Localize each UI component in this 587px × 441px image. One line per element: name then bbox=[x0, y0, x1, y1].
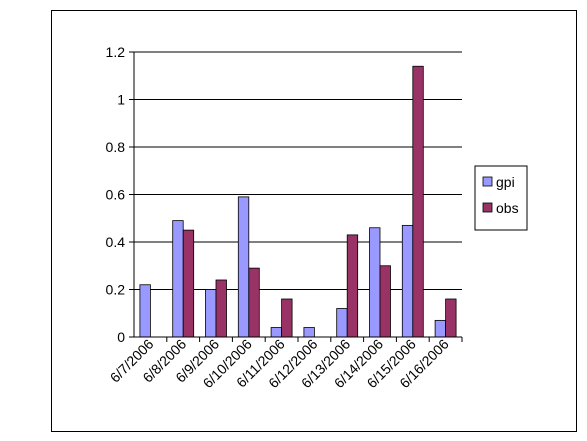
y-tick-label: 1.2 bbox=[106, 44, 126, 60]
bar-obs bbox=[412, 65, 424, 338]
bar-gpi bbox=[270, 327, 283, 338]
legend-swatch-gpi bbox=[482, 176, 493, 187]
bar-chart: 0 0.2 0.4 0.6 0.8 1 1.2 6/7/20066/8/20066/9/20… bbox=[106, 44, 528, 392]
bar-gpi bbox=[401, 224, 414, 338]
y-tick-label: 0.4 bbox=[106, 234, 126, 250]
bar-obs bbox=[281, 298, 293, 338]
axes bbox=[129, 51, 463, 342]
bar-gpi bbox=[369, 227, 381, 338]
bar-obs bbox=[445, 298, 457, 338]
legend-label-obs: obs bbox=[496, 200, 519, 216]
bar-obs bbox=[379, 265, 391, 338]
bar-gpi bbox=[434, 319, 447, 338]
legend-label-gpi: gpi bbox=[496, 174, 515, 190]
chart-frame: 0 0.2 0.4 0.6 0.8 1 1.2 6/7/2006 6/8/2006 6/9/20… bbox=[51, 10, 577, 432]
bar-series bbox=[139, 65, 457, 338]
bar-obs bbox=[248, 267, 260, 338]
y-tick-label: 0.6 bbox=[106, 187, 126, 203]
bar-obs bbox=[346, 234, 359, 338]
y-tick-label: 0.2 bbox=[106, 282, 126, 298]
bar-gpi bbox=[172, 220, 184, 338]
legend-swatch-obs bbox=[482, 202, 493, 213]
bar-gpi bbox=[336, 308, 348, 338]
x-tick-labels: 6/7/20066/8/20066/9/20066/10/20066/11/20… bbox=[107, 336, 452, 392]
y-tick-label: 0 bbox=[117, 329, 125, 345]
y-tick-label: 1 bbox=[117, 92, 125, 108]
bar-obs bbox=[182, 229, 195, 338]
y-tick-label: 0.8 bbox=[106, 139, 126, 155]
bar-obs bbox=[215, 279, 227, 338]
legend: gpi obs bbox=[474, 165, 528, 231]
y-tick-labels: 0 0.2 0.4 0.6 0.8 1 1.2 bbox=[106, 44, 126, 345]
bar-gpi bbox=[205, 289, 217, 338]
bar-gpi bbox=[139, 284, 151, 338]
bar-gpi bbox=[303, 327, 315, 338]
bar-gpi bbox=[237, 196, 250, 338]
